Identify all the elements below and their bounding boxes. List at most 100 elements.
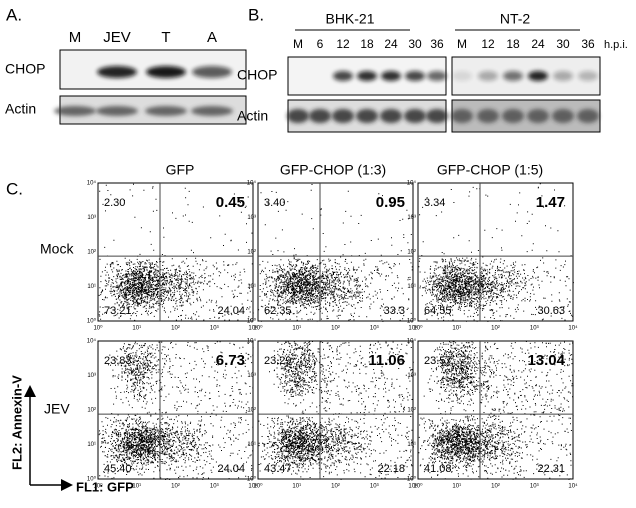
quadrant-value: 41.08 [424,463,452,475]
axis-label: FL1: GFP [76,479,134,494]
x-tick-label: 10¹ [452,484,461,490]
lane-label: 6 [317,37,324,51]
group-label: BHK-21 [325,11,374,27]
lane-label: A [207,29,217,46]
band [192,66,232,78]
band [381,71,401,81]
x-tick-label: 10⁰ [413,325,423,332]
band [577,109,599,123]
band [332,109,354,123]
x-tick-label: 10⁰ [413,483,423,490]
band [528,71,548,81]
quadrant-value: 2.30 [104,197,125,209]
band [405,71,425,81]
y-tick-label: 10³ [407,215,416,221]
quadrant-value: 23.57 [424,355,452,367]
unit-label: h.p.i. [604,39,628,51]
quadrant-value: 1.47 [536,194,565,211]
quadrant-value: 3.34 [424,197,445,209]
plot-frame [417,182,574,322]
y-tick-label: 10⁴ [87,338,97,345]
band [96,106,138,116]
scatter-dots [98,183,254,321]
x-tick-label: 10² [171,484,180,490]
y-tick-label: 10¹ [407,442,416,448]
x-tick-label: 10⁴ [248,325,258,332]
row-label: JEV [44,401,70,417]
x-tick-label: 10⁰ [93,325,103,332]
band [356,109,378,123]
column-title: GFP [166,162,195,178]
band [427,71,447,81]
x-tick-label: 10³ [210,484,219,490]
y-tick-label: 10³ [87,373,96,379]
y-tick-label: 10¹ [247,284,256,290]
lane-label: 18 [506,37,520,51]
y-tick-label: 10² [407,408,416,414]
row-label: Actin [237,108,268,124]
band [452,71,472,81]
panel-label: C. [6,179,23,198]
x-tick-label: 10⁴ [408,483,418,490]
x-tick-label: 10² [331,484,340,490]
quadrant-value: 3.40 [264,197,285,209]
row-label: CHOP [5,61,45,77]
quadrant-value: 73.21 [104,305,132,317]
band [54,106,96,116]
band [287,109,309,123]
lane-label: 18 [360,37,374,51]
quadrant-value: 62.35 [264,305,292,317]
x-tick-label: 10⁴ [568,483,578,490]
band [145,106,187,116]
band [478,71,498,81]
x-tick-label: 10² [491,484,500,490]
quadrant-value: 23.29 [264,355,292,367]
axis-label: FL2: Annexin-V [9,375,24,470]
band [527,109,549,123]
y-tick-label: 10⁰ [407,476,417,483]
scatter-dots [258,184,413,322]
x-tick-label: 10¹ [452,326,461,332]
y-tick-label: 10⁰ [407,318,417,325]
lane-label: 12 [336,37,350,51]
band [578,71,598,81]
x-tick-label: 10¹ [292,484,301,490]
x-tick-label: 10² [491,326,500,332]
y-tick-label: 10² [407,250,416,256]
x-tick-label: 10⁰ [253,483,263,490]
band [333,71,353,81]
y-tick-label: 10³ [407,373,416,379]
lane-label: M [457,37,467,51]
panel-label: A. [6,5,22,24]
band [191,106,233,116]
y-tick-label: 10⁴ [247,338,257,345]
y-tick-label: 10² [247,250,256,256]
lane-label: 24 [384,37,398,51]
y-tick-label: 10³ [247,373,256,379]
row-label: Actin [5,101,36,117]
blot [451,56,601,96]
x-tick-label: 10¹ [132,326,141,332]
band [552,109,574,123]
column-title: GFP-CHOP (1:5) [437,162,543,178]
group-label: NT-2 [500,11,531,27]
lane-label: 30 [408,37,422,51]
x-tick-label: 10³ [530,326,539,332]
row-label: CHOP [237,67,277,83]
y-tick-label: 10² [247,408,256,414]
x-tick-label: 10⁰ [253,325,263,332]
y-tick-label: 10³ [247,215,256,221]
lane-label: 36 [430,37,444,51]
quadrant-value: 23.83 [104,355,132,367]
y-tick-label: 10³ [87,215,96,221]
x-tick-label: 10² [331,326,340,332]
y-tick-label: 10⁴ [407,180,417,187]
lane-label: 12 [481,37,495,51]
panel-label: B. [248,5,264,24]
y-tick-label: 10¹ [87,284,96,290]
lane-label: 30 [556,37,570,51]
band [404,109,426,123]
plot-frame [97,340,254,480]
x-tick-label: 10⁴ [248,483,258,490]
quadrant-value: 22.18 [377,463,405,475]
